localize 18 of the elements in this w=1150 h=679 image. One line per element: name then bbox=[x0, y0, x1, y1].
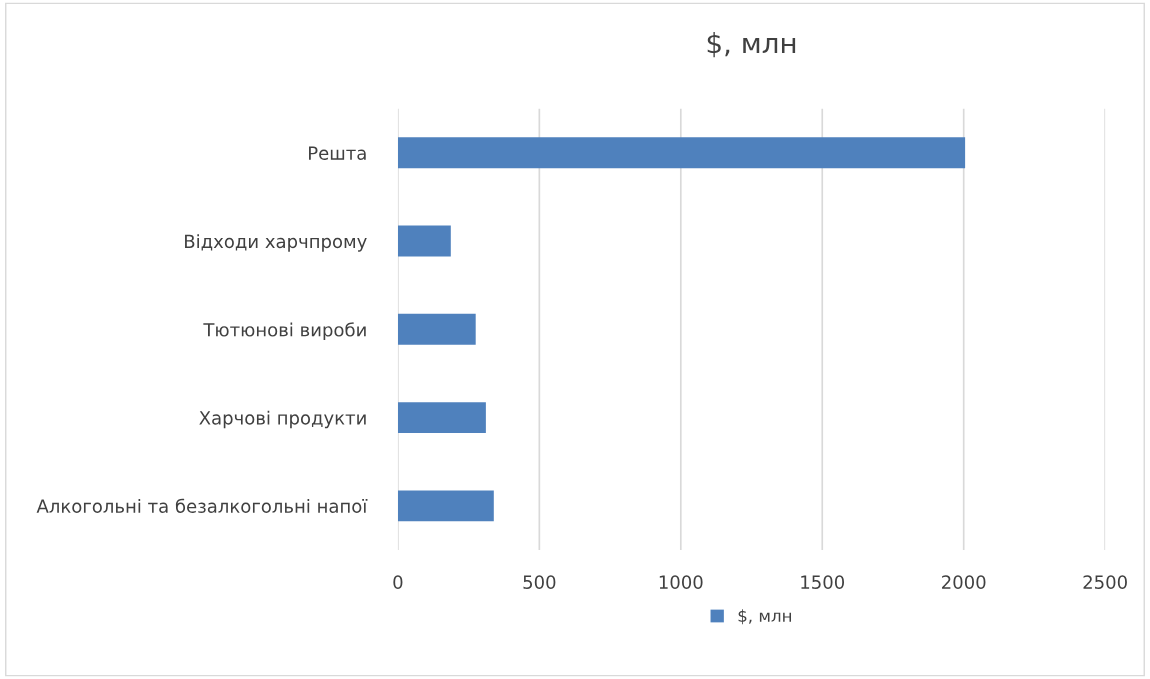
y-tick-label: Алкогольні та безалкогольні напої bbox=[36, 498, 368, 513]
x-tick-label: 2000 bbox=[942, 575, 986, 589]
bar bbox=[397, 225, 451, 257]
chart-title: $, млн bbox=[707, 31, 796, 58]
bar bbox=[397, 313, 476, 345]
bar bbox=[397, 137, 966, 169]
x-tick-label: 2500 bbox=[1083, 575, 1127, 589]
x-tick-label: 1500 bbox=[801, 575, 845, 589]
x-tick-label: 0 bbox=[393, 575, 403, 589]
y-tick-label: Решта bbox=[309, 146, 366, 160]
y-tick-label: Харчові продукти bbox=[199, 410, 366, 429]
y-tick-label: Тютюнові вироби bbox=[203, 322, 366, 341]
bar bbox=[397, 490, 494, 522]
bar bbox=[397, 402, 486, 434]
y-tick-label: Відходи харчпрому bbox=[185, 234, 367, 252]
x-tick-label: 500 bbox=[523, 575, 556, 589]
legend-label: $, млн bbox=[738, 609, 792, 625]
x-tick-label: 1000 bbox=[659, 575, 703, 589]
